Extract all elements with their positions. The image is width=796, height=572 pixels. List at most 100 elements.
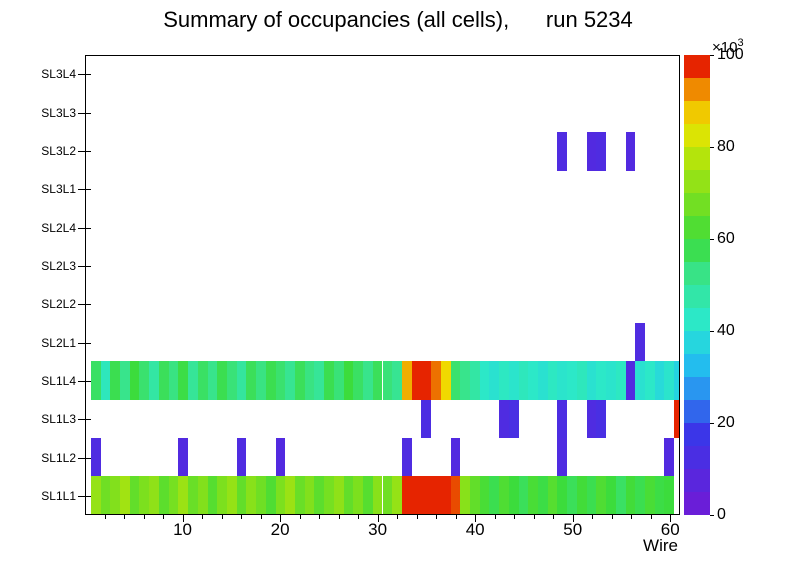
heatmap-cell [226, 475, 237, 514]
heatmap-cell [129, 361, 140, 400]
heatmap-cell [625, 361, 636, 400]
heatmap-cell [304, 475, 315, 514]
heatmap-cell [236, 361, 247, 400]
colorbar-scale-label: ×103 [712, 37, 744, 56]
heatmap-cell [635, 475, 645, 514]
heatmap-cell [606, 361, 616, 400]
heatmap-cell [635, 323, 645, 362]
heatmap-cell [178, 475, 189, 514]
heatmap-cell [421, 399, 432, 438]
x-axis-tick-label: 20 [270, 520, 290, 539]
heatmap-cell [226, 361, 237, 400]
x-axis-minor-tick [202, 515, 204, 519]
heatmap-cell [90, 361, 101, 400]
heatmap-cell [197, 475, 208, 514]
heatmap-cell [372, 361, 383, 400]
x-axis-tick-label: 50 [563, 520, 583, 539]
heatmap-cell [460, 475, 470, 514]
colorbar-band [684, 78, 710, 101]
heatmap-cell [246, 361, 257, 400]
heatmap-cell [120, 475, 130, 514]
colorbar-band [684, 239, 710, 262]
x-axis-minor-tick [299, 515, 301, 519]
colorbar-band [684, 423, 710, 446]
x-axis-minor-tick [455, 515, 457, 519]
heatmap-cell [654, 361, 665, 400]
heatmap-cell [178, 437, 189, 476]
heatmap-cell [275, 437, 286, 476]
colorbar-band [684, 193, 710, 216]
colorbar-tick-label: 80 [717, 138, 735, 155]
heatmap-cell [508, 475, 519, 514]
x-axis-minor-tick [358, 515, 360, 519]
x-axis-minor-tick [319, 515, 321, 519]
colorbar-band [684, 124, 710, 147]
heatmap-cell [528, 361, 539, 400]
heatmap-cell [674, 361, 679, 400]
y-axis-label: SL3L2 [41, 143, 76, 158]
heatmap-cell [110, 361, 121, 400]
x-axis-minor-tick [533, 515, 535, 519]
heatmap-cell [635, 361, 645, 400]
heatmap-cell [664, 475, 675, 514]
x-axis-tick [475, 515, 477, 522]
colorbar-band [684, 354, 710, 377]
heatmap-cell [528, 475, 539, 514]
x-axis-tick [182, 515, 184, 522]
heatmap-cell [178, 361, 189, 400]
heatmap-cell [431, 361, 441, 400]
heatmap-cell [450, 361, 461, 400]
scale-base: ×10 [712, 39, 738, 56]
heatmap-cell [382, 361, 393, 400]
heatmap-cell [139, 475, 150, 514]
heatmap-cell [567, 475, 577, 514]
heatmap-cell [353, 361, 364, 400]
heatmap-cell [421, 475, 432, 514]
y-axis-label: SL2L1 [41, 335, 76, 350]
heatmap-cell [567, 361, 577, 400]
heatmap-cell [343, 475, 354, 514]
x-axis-minor-tick [104, 515, 106, 519]
heatmap-cell [557, 132, 568, 171]
y-axis-label: SL2L2 [41, 297, 76, 312]
colorbar-band [684, 101, 710, 124]
heatmap-cell [120, 361, 130, 400]
heatmap-cell [538, 475, 548, 514]
y-axis-label: SL3L4 [41, 67, 76, 82]
heatmap-cell [479, 361, 490, 400]
heatmap-cell [654, 475, 665, 514]
heatmap-cell [489, 475, 500, 514]
heatmap-cell [197, 361, 208, 400]
scale-exponent: 3 [737, 37, 744, 49]
colorbar [684, 55, 710, 515]
heatmap-cell [90, 437, 101, 476]
colorbar-tick [710, 147, 714, 148]
heatmap-cell [440, 361, 451, 400]
heatmap-cell [275, 475, 286, 514]
heatmap-cell [469, 361, 480, 400]
x-axis-minor-tick [494, 515, 496, 519]
heatmap-cell [265, 361, 276, 400]
colorbar-band [684, 262, 710, 285]
colorbar-band [684, 469, 710, 492]
heatmap-cell [557, 475, 568, 514]
colorbar-band [684, 147, 710, 170]
heatmap-cell [557, 361, 568, 400]
heatmap-cell [508, 399, 519, 438]
heatmap-cell [158, 361, 169, 400]
heatmap-cell [256, 475, 266, 514]
heatmap-cell [576, 475, 587, 514]
heatmap-cell [314, 361, 325, 400]
heatmap-cell [576, 361, 587, 400]
colorbar-band [684, 492, 710, 515]
heatmap-cell [139, 361, 150, 400]
heatmap-cell [596, 399, 607, 438]
x-axis-minor-tick [221, 515, 223, 519]
heatmap-cell [217, 361, 227, 400]
heatmap-cell [401, 475, 412, 514]
chart-title: Summary of occupancies (all cells), run … [163, 7, 633, 32]
heatmap-cell [538, 361, 548, 400]
y-axis-label: SL3L3 [41, 105, 76, 120]
heatmap-cell [353, 475, 364, 514]
